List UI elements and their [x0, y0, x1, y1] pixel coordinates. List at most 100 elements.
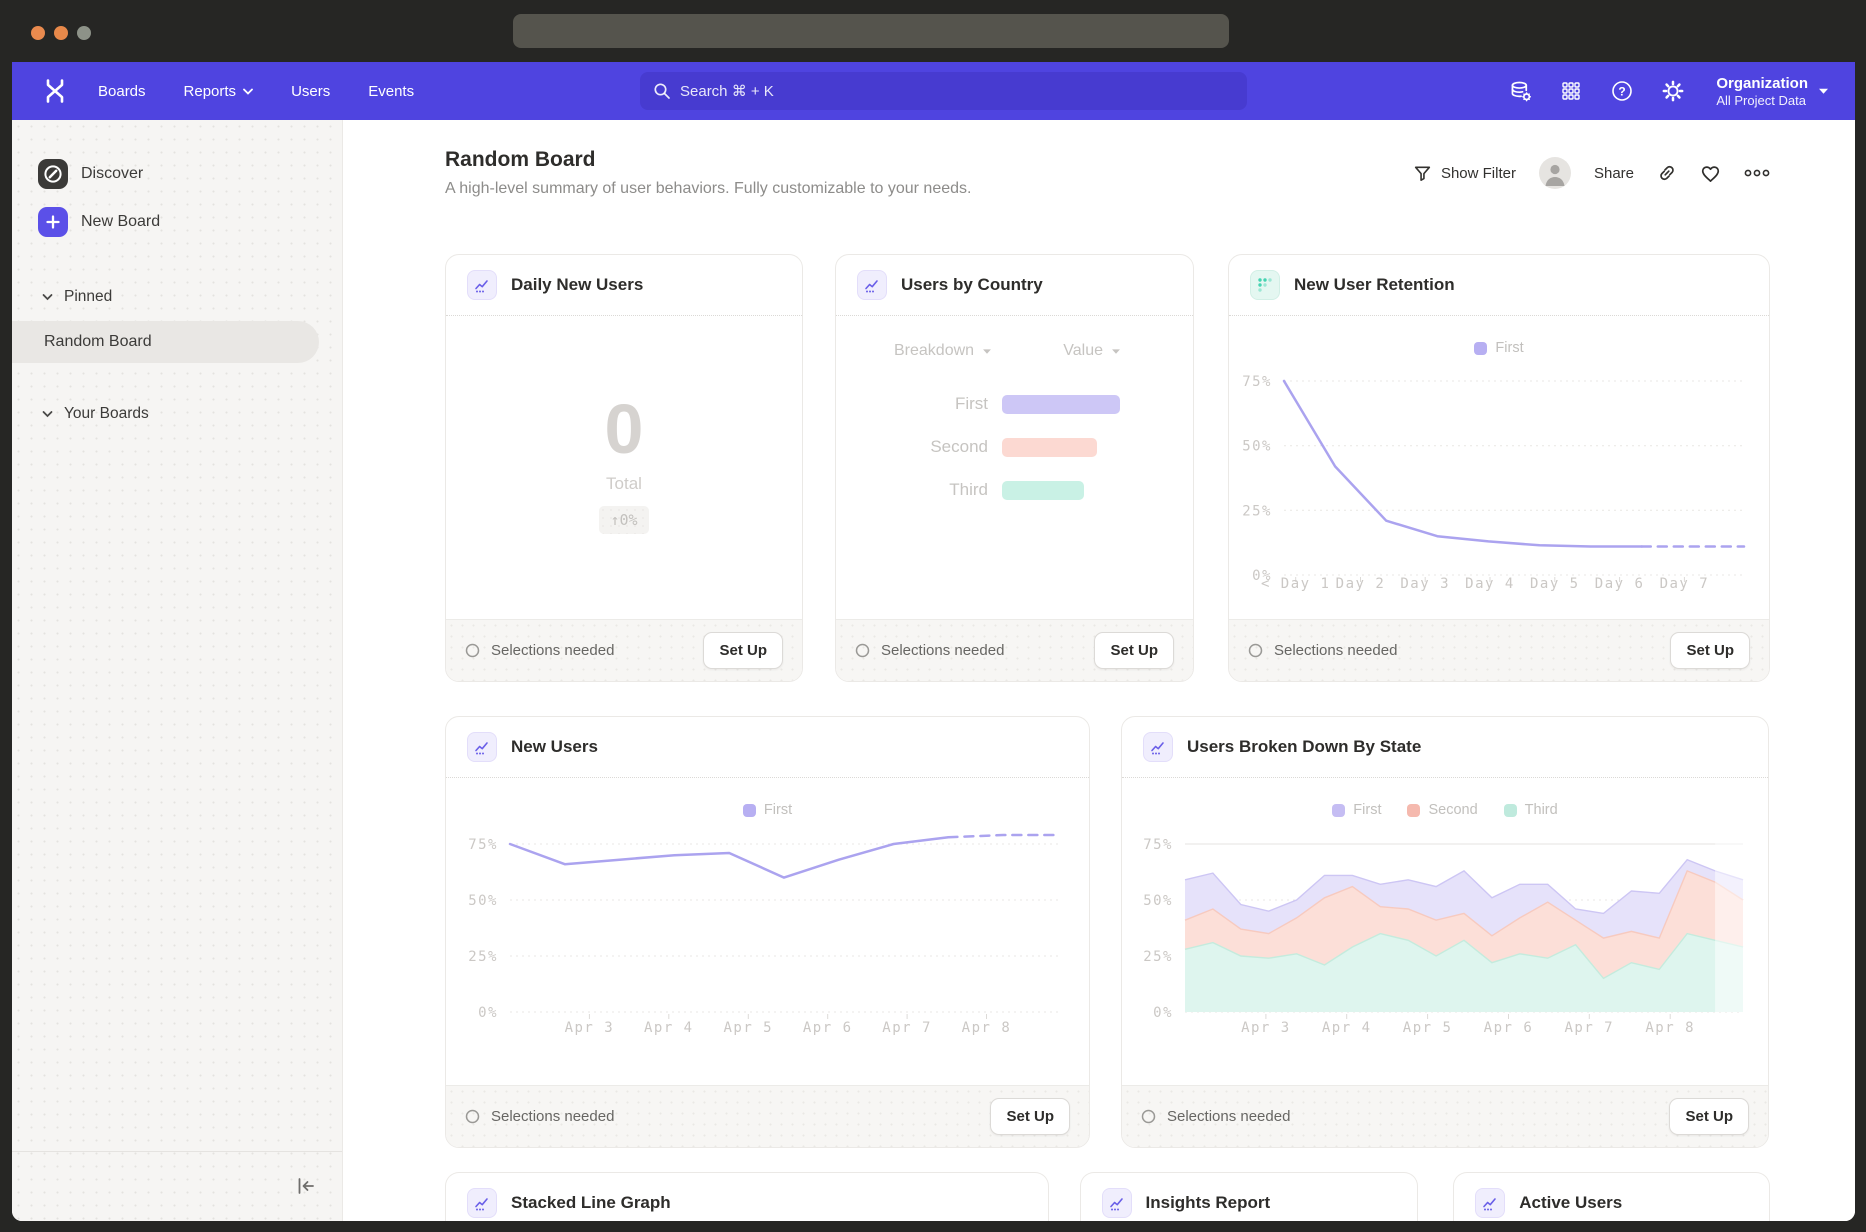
page-subtitle: A high-level summary of user behaviors. … [445, 180, 971, 198]
org-project: All Project Data [1716, 93, 1808, 108]
status-text: Selections needed [1167, 1108, 1290, 1125]
sidebar-section-your-boards[interactable]: Your Boards [12, 405, 342, 423]
chevron-down-icon [42, 293, 53, 301]
org-name: Organization [1716, 74, 1808, 94]
card-active-users: Active Users [1453, 1172, 1770, 1221]
browser-url-bar[interactable] [513, 14, 1229, 48]
svg-text:25%: 25% [1143, 949, 1173, 965]
favorite-heart-icon[interactable] [1700, 163, 1721, 183]
svg-text:Apr 5: Apr 5 [1403, 1020, 1453, 1036]
sidebar-item-discover[interactable]: Discover [12, 150, 342, 198]
card-title: Active Users [1519, 1193, 1622, 1213]
top-navbar: Boards Reports Users Events Search ⌘ + K [12, 62, 1855, 120]
value-dropdown[interactable]: Value [1063, 342, 1121, 360]
card-title: New Users [511, 737, 598, 757]
maximize-button[interactable] [77, 26, 91, 40]
set-up-button[interactable]: Set Up [1669, 1098, 1749, 1135]
country-bar-row: First [836, 394, 1193, 414]
search-placeholder: Search ⌘ + K [680, 82, 774, 100]
country-bar-row: Second [836, 437, 1193, 457]
sidebar-section-pinned[interactable]: Pinned [12, 288, 342, 306]
set-up-button[interactable]: Set Up [1670, 632, 1750, 669]
avatar[interactable] [1539, 157, 1571, 189]
svg-text:Apr 8: Apr 8 [962, 1020, 1012, 1036]
set-up-button[interactable]: Set Up [703, 632, 783, 669]
card-title: New User Retention [1294, 275, 1455, 295]
svg-text:Apr 3: Apr 3 [1241, 1020, 1291, 1036]
status-circle-icon [465, 643, 480, 658]
svg-text:Day 2: Day 2 [1336, 576, 1386, 592]
retention-dots-icon [1250, 270, 1280, 300]
line-chart-icon [467, 1188, 497, 1218]
svg-text:Apr 6: Apr 6 [1484, 1020, 1534, 1036]
metric-label: Total [606, 474, 642, 494]
svg-text:50%: 50% [1143, 893, 1173, 909]
close-button[interactable] [31, 26, 45, 40]
line-chart-icon [857, 270, 887, 300]
svg-text:< Day 1: < Day 1 [1261, 576, 1331, 592]
sidebar-item-label: Discover [81, 165, 143, 183]
svg-text:?: ? [1619, 84, 1626, 98]
nav-item-events[interactable]: Events [368, 83, 414, 100]
show-filter-button[interactable]: Show Filter [1413, 164, 1516, 183]
bar-third [1002, 481, 1084, 500]
svg-text:0%: 0% [478, 1005, 498, 1021]
sidebar-footer [12, 1151, 342, 1221]
status-circle-icon [855, 643, 870, 658]
help-icon[interactable]: ? [1610, 79, 1634, 103]
svg-text:25%: 25% [468, 949, 498, 965]
settings-gear-icon[interactable] [1661, 79, 1685, 103]
card-users-by-state: Users Broken Down By State FirstSecondTh… [1121, 716, 1769, 1148]
new-users-line-chart: 75%50%25%0%Apr 3Apr 4Apr 5Apr 6Apr 7Apr … [446, 778, 1089, 1085]
sidebar-item-random-board[interactable]: Random Board [12, 321, 319, 363]
svg-text:Day 6: Day 6 [1595, 576, 1645, 592]
line-chart-icon [1102, 1188, 1132, 1218]
set-up-button[interactable]: Set Up [1094, 632, 1174, 669]
filter-funnel-icon [1413, 164, 1432, 183]
chevron-down-icon [1818, 87, 1829, 95]
svg-text:0%: 0% [1153, 1005, 1173, 1021]
board-main: Random Board A high-level summary of use… [343, 120, 1855, 1221]
line-chart-icon [467, 270, 497, 300]
svg-text:Apr 8: Apr 8 [1645, 1020, 1695, 1036]
org-switcher[interactable]: Organization All Project Data [1716, 74, 1829, 109]
nav-item-users[interactable]: Users [291, 83, 330, 100]
status-circle-icon [1141, 1109, 1156, 1124]
line-chart-icon [467, 732, 497, 762]
chevron-down-icon [982, 348, 992, 355]
svg-text:Apr 4: Apr 4 [1322, 1020, 1372, 1036]
more-options-icon[interactable] [1744, 168, 1770, 178]
svg-text:50%: 50% [1242, 439, 1272, 455]
share-button[interactable]: Share [1594, 165, 1634, 182]
card-title: Users Broken Down By State [1187, 737, 1421, 757]
svg-text:Apr 4: Apr 4 [644, 1020, 694, 1036]
apps-grid-icon[interactable] [1559, 79, 1583, 103]
data-management-icon[interactable] [1508, 79, 1532, 103]
svg-text:Apr 6: Apr 6 [803, 1020, 853, 1036]
status-text: Selections needed [491, 642, 614, 659]
svg-text:Apr 7: Apr 7 [882, 1020, 932, 1036]
breakdown-dropdown[interactable]: Breakdown [894, 342, 992, 360]
svg-text:25%: 25% [1242, 503, 1272, 519]
set-up-button[interactable]: Set Up [990, 1098, 1070, 1135]
svg-text:75%: 75% [1143, 837, 1173, 853]
copy-link-icon[interactable] [1657, 163, 1677, 183]
collapse-sidebar-icon[interactable] [294, 1174, 318, 1203]
svg-text:50%: 50% [468, 893, 498, 909]
sidebar-item-new-board[interactable]: New Board [12, 198, 342, 246]
window-controls [31, 26, 91, 40]
bar-first [1002, 395, 1120, 414]
card-users-by-country: Users by Country Breakdown Value [835, 254, 1194, 682]
minimize-button[interactable] [54, 26, 68, 40]
nav-item-reports[interactable]: Reports [184, 83, 254, 100]
nav-item-boards[interactable]: Boards [98, 83, 146, 100]
svg-text:Day 3: Day 3 [1400, 576, 1450, 592]
search-input[interactable]: Search ⌘ + K [640, 72, 1247, 110]
metric-delta-badge: ↑0% [599, 506, 648, 534]
mixpanel-logo-icon[interactable] [38, 74, 72, 108]
svg-text:Day 4: Day 4 [1465, 576, 1515, 592]
chevron-down-icon [42, 410, 53, 418]
sidebar-item-label: New Board [81, 213, 160, 231]
card-daily-new-users: Daily New Users 0 Total ↑0% Selections n… [445, 254, 803, 682]
card-title: Stacked Line Graph [511, 1193, 671, 1213]
